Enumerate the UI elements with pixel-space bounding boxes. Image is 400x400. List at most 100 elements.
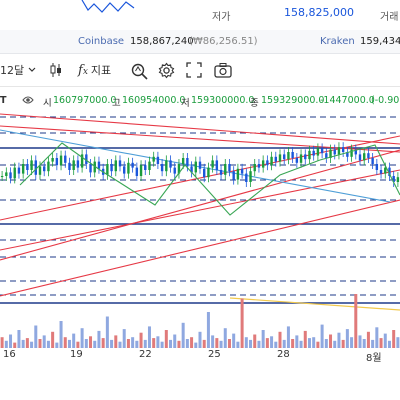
volume-bar: [392, 330, 396, 348]
volume-bar: [190, 337, 194, 348]
trend-line: [0, 113, 400, 145]
candle-body: [38, 166, 42, 175]
volume-bar: [156, 336, 160, 348]
candle-body: [177, 164, 181, 174]
candle-body: [253, 164, 256, 172]
candle-type-icon[interactable]: [48, 62, 64, 78]
candle-body: [21, 164, 25, 174]
candle-body: [160, 164, 164, 172]
candle-body: [190, 166, 193, 173]
candle-body: [329, 149, 332, 158]
candle-body: [266, 160, 269, 166]
candle-body: [181, 158, 185, 164]
volume-bar: [358, 335, 362, 348]
volume-bar: [101, 338, 105, 348]
candle-body: [72, 160, 75, 170]
volume-bar: [13, 342, 17, 348]
high-label: 고: [112, 98, 121, 109]
volume-bar: [42, 335, 46, 348]
x-tick-label: 16: [3, 349, 16, 360]
camera-snapshot-icon[interactable]: [214, 62, 232, 78]
volume-label-cut: 거래: [380, 12, 399, 23]
candle-body: [55, 158, 59, 166]
candle-body: [76, 160, 80, 168]
candle-body: [186, 158, 189, 167]
candle-body: [278, 154, 282, 162]
volume-bar: [371, 339, 375, 348]
volume-bar: [131, 337, 135, 348]
volume-bar: [383, 333, 387, 348]
volume-bar: [366, 331, 370, 348]
change-percent: (-0.90: [371, 95, 400, 106]
volume-bar: [282, 339, 286, 348]
visibility-eye-icon[interactable]: [22, 94, 34, 109]
volume-bar: [4, 340, 8, 348]
chevron-down-icon: [28, 67, 36, 73]
exchange-price-coinbase: 158,867,240: [130, 36, 194, 47]
volume-bar: [194, 342, 198, 348]
volume-bar: [257, 340, 261, 348]
change-value: -1447000.0: [320, 95, 375, 106]
volume-bar: [291, 339, 295, 348]
candle-body: [320, 148, 324, 154]
high-value: 160954000.0: [122, 95, 186, 106]
candle-body: [80, 154, 84, 168]
fullscreen-icon[interactable]: [186, 62, 202, 78]
candle-body: [34, 160, 37, 175]
candle-body: [64, 155, 67, 163]
volume-bar: [93, 340, 97, 348]
magnet-compare-icon[interactable]: [130, 62, 148, 80]
volume-bar: [38, 339, 42, 348]
candle-body: [396, 177, 400, 182]
volume-bar: [236, 341, 240, 348]
volume-bar: [211, 335, 215, 348]
low-value: 159300000.0: [191, 95, 255, 106]
candle-body: [392, 176, 395, 182]
candle-body: [148, 161, 151, 170]
volume-bar: [89, 336, 93, 348]
exchange-usd-coinbase: (₩86,256.51): [189, 36, 258, 47]
price-summary-panel: 저가 158,825,000 거래: [0, 0, 400, 30]
volume-bar: [265, 338, 269, 348]
candle-body: [0, 176, 4, 177]
price-chart-canvas[interactable]: [0, 110, 400, 400]
candle-body: [346, 152, 349, 157]
trend-line: [0, 199, 400, 297]
exchange-price-kraken: 159,434,3: [360, 36, 400, 47]
volume-bar: [286, 326, 290, 348]
interval-selector[interactable]: 12달: [0, 62, 36, 78]
candle-body: [17, 167, 21, 174]
volume-bar: [147, 326, 151, 348]
candle-body: [232, 171, 235, 180]
candle-body: [123, 166, 126, 174]
candle-body: [93, 161, 96, 173]
volume-bar: [118, 341, 122, 348]
price-chart[interactable]: [0, 110, 400, 400]
low-price-value: 158,825,000: [284, 6, 354, 19]
low-price-label: 저가: [212, 12, 231, 23]
candle-body: [9, 172, 12, 179]
volume-bar: [110, 339, 114, 348]
volume-bar: [177, 340, 181, 348]
candle-body: [270, 156, 273, 166]
volume-bar: [181, 322, 185, 348]
exchange-name-kraken[interactable]: Kraken: [320, 36, 355, 47]
volume-bar: [362, 339, 366, 348]
exchange-prices-row: Coinbase 158,867,240 (₩86,256.51) Kraken…: [0, 30, 400, 54]
candle-body: [379, 170, 383, 174]
volume-bar: [316, 341, 320, 348]
candle-body: [215, 160, 219, 170]
volume-bar: [55, 342, 59, 348]
indicators-button[interactable]: fx 지표: [78, 62, 111, 78]
exchange-name-coinbase[interactable]: Coinbase: [78, 36, 125, 47]
candle-body: [139, 165, 143, 176]
settings-gear-icon[interactable]: [158, 62, 175, 79]
candle-body: [367, 153, 370, 158]
volume-bar: [333, 340, 337, 348]
candle-body: [245, 173, 248, 182]
volume-bar: [320, 324, 324, 348]
volume-bar: [274, 341, 278, 348]
volume-bar: [232, 333, 236, 348]
candle-body: [341, 147, 345, 152]
volume-bar: [345, 329, 349, 348]
